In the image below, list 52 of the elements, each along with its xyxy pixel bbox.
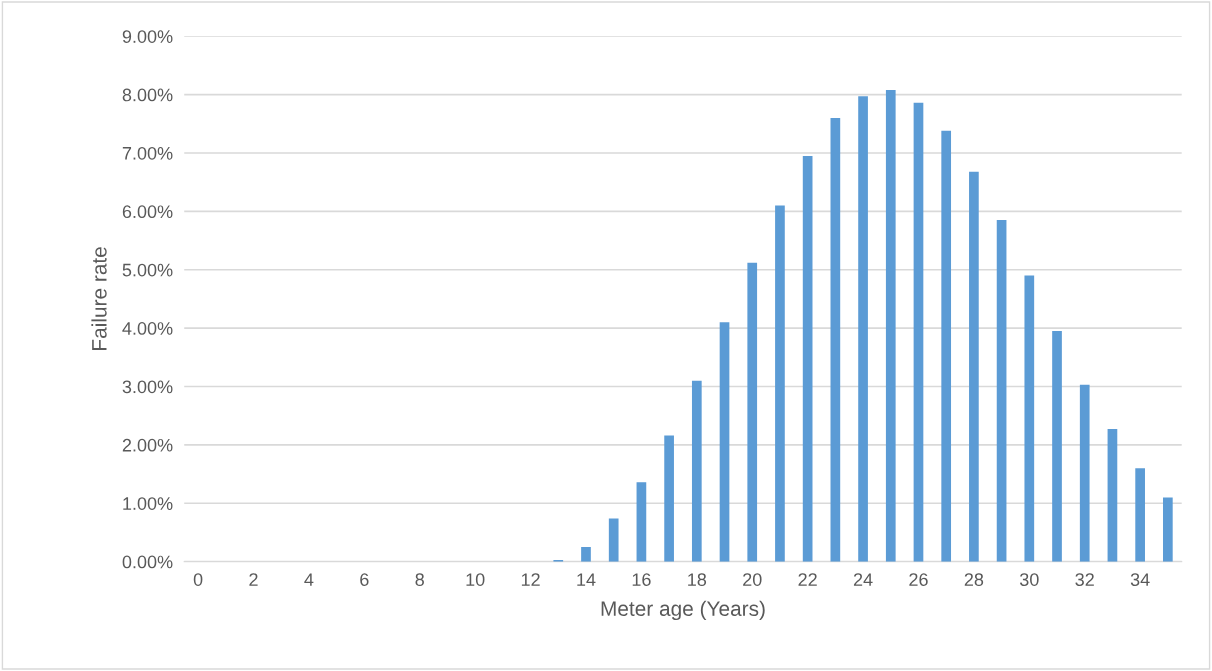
x-tick-label: 0 <box>193 573 203 586</box>
bar <box>941 130 952 562</box>
bar <box>775 205 785 562</box>
bar <box>608 518 619 562</box>
x-tick-label: 22 <box>798 573 817 586</box>
y-tick-label: 6.00% <box>122 205 173 219</box>
x-tick-label: 26 <box>909 573 928 586</box>
y-tick-label: 0.00% <box>122 555 173 569</box>
bar <box>858 96 868 562</box>
x-tick-label: 18 <box>688 573 707 586</box>
x-tick-label: 4 <box>304 573 314 586</box>
y-tick-label: 4.00% <box>122 322 173 335</box>
bar <box>581 547 591 562</box>
bar <box>1163 497 1173 562</box>
bar <box>969 171 979 562</box>
x-tick-label: 12 <box>521 573 540 586</box>
x-tick-label: 34 <box>1130 573 1150 586</box>
bar <box>1135 468 1145 562</box>
y-tick-label: 2.00% <box>122 438 173 452</box>
x-tick-label: 6 <box>360 573 369 586</box>
bar <box>747 262 758 562</box>
bar <box>1079 384 1090 562</box>
y-tick-label: 5.00% <box>122 263 173 277</box>
bar <box>1107 429 1118 562</box>
bar <box>996 220 1007 562</box>
y-tick-label: 3.00% <box>122 380 173 394</box>
y-tick-label: 7.00% <box>122 146 173 160</box>
y-tick-label: 1.00% <box>123 497 173 510</box>
x-tick-label: 32 <box>1075 573 1094 586</box>
bar <box>913 102 924 562</box>
x-tick-label: 14 <box>577 573 596 586</box>
bar <box>636 482 647 562</box>
x-axis-title: Meter age (Years) <box>601 600 765 621</box>
bar <box>830 117 841 562</box>
x-tick-label: 10 <box>466 573 485 586</box>
bar <box>1024 275 1035 562</box>
y-tick-label: 9.00% <box>122 30 173 43</box>
x-tick-label: 30 <box>1019 573 1039 586</box>
bar <box>664 435 674 562</box>
y-tick-label: 8.00% <box>122 88 173 102</box>
bar <box>1052 331 1062 562</box>
y-axis-title: Failure rate <box>91 247 107 350</box>
bar <box>691 380 702 562</box>
bar <box>719 322 730 562</box>
x-tick-label: 8 <box>415 573 424 586</box>
x-tick-label: 2 <box>249 573 258 586</box>
bar <box>802 155 813 562</box>
bar <box>885 89 896 562</box>
x-tick-label: 16 <box>632 573 651 586</box>
x-tick-label: 28 <box>964 573 984 586</box>
x-tick-label: 20 <box>743 573 762 586</box>
x-tick-label: 24 <box>853 573 873 586</box>
